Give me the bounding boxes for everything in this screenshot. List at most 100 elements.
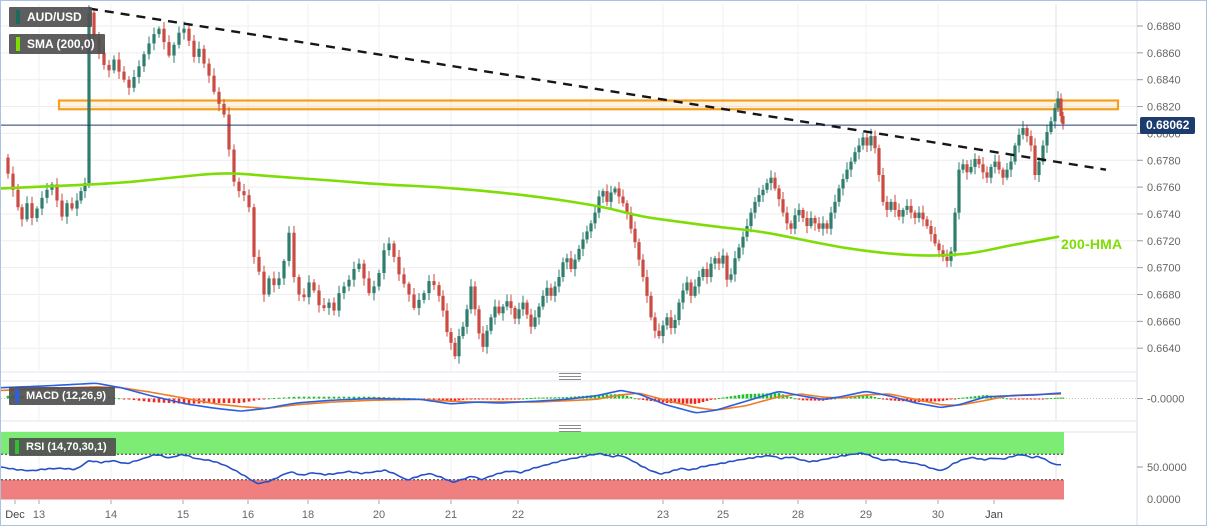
candle-body xyxy=(557,277,561,287)
candle-body xyxy=(977,158,981,165)
candle-body xyxy=(505,301,509,307)
candle-body xyxy=(585,231,589,240)
candle-body xyxy=(745,226,749,237)
macd-histogram-bar xyxy=(865,395,869,399)
candle-body xyxy=(16,189,20,208)
candle-body xyxy=(342,286,346,294)
candle-body xyxy=(689,282,693,296)
macd-histogram-bar xyxy=(192,398,196,404)
rsi-badge[interactable]: RSI (14,70,30,1) xyxy=(9,438,116,456)
candle-body xyxy=(481,333,485,347)
candle-body xyxy=(377,273,381,287)
candle-body xyxy=(1029,136,1033,146)
x-axis-label: Jan xyxy=(985,509,1003,521)
macd-histogram-bar xyxy=(773,393,777,399)
candle-body xyxy=(713,258,717,264)
resistance-zone xyxy=(57,99,1120,111)
candle-body xyxy=(469,286,473,310)
candle-body xyxy=(152,34,156,44)
candle-body xyxy=(737,247,741,259)
candle-body xyxy=(1056,98,1060,108)
candle-body xyxy=(1017,134,1021,146)
candle-body xyxy=(929,226,933,235)
y-axis-label: 0.6640 xyxy=(1147,343,1181,355)
candle-body xyxy=(312,282,316,291)
candle-body xyxy=(937,243,941,251)
candle-body xyxy=(1025,128,1029,137)
macd-histogram-bar xyxy=(797,398,801,400)
candle-body xyxy=(889,201,893,210)
candle-body xyxy=(272,278,276,286)
macd-histogram-bar xyxy=(237,398,241,403)
macd-histogram-bar xyxy=(461,398,465,400)
macd-histogram-bar xyxy=(392,397,396,399)
candle-body xyxy=(905,205,909,210)
sma-badge[interactable]: SMA (200,0) xyxy=(9,34,105,54)
candle-body xyxy=(545,287,549,296)
macd-histogram-bar xyxy=(681,398,685,404)
candle-body xyxy=(167,42,171,56)
macd-badge[interactable]: MACD (12,26,9) xyxy=(9,387,116,405)
candle-body xyxy=(187,28,191,41)
y-axis-label: 0.6780 xyxy=(1147,155,1181,167)
macd-histogram-bar xyxy=(501,398,505,400)
candle-body xyxy=(569,258,573,269)
candle-body xyxy=(885,201,889,210)
macd-histogram-bar xyxy=(1045,398,1049,400)
candle-body xyxy=(729,274,733,280)
candle-body xyxy=(20,207,24,220)
macd-histogram-bar xyxy=(485,398,489,400)
macd-histogram-bar xyxy=(457,398,461,401)
macd-histogram-bar xyxy=(347,396,351,399)
candle-body xyxy=(177,32,181,45)
candle-body xyxy=(573,259,577,269)
macd-histogram-bar xyxy=(641,398,645,400)
candle-body xyxy=(257,256,261,272)
macd-histogram-bar xyxy=(262,398,266,400)
macd-histogram-bar xyxy=(525,398,529,400)
candle-body xyxy=(945,256,949,261)
macd-histogram-bar xyxy=(753,393,757,399)
x-axis-label: 14 xyxy=(105,509,117,521)
candle-body xyxy=(785,212,789,224)
candle-body xyxy=(497,306,501,314)
macd-histogram-bar xyxy=(252,398,256,401)
macd-histogram-bar xyxy=(382,397,386,399)
macd-histogram-bar xyxy=(1037,398,1041,400)
macd-histogram-bar xyxy=(953,398,957,400)
macd-histogram-bar xyxy=(965,397,969,399)
macd-histogram-bar xyxy=(945,398,949,401)
pane-resize-handle-macd[interactable] xyxy=(559,373,581,380)
candle-body xyxy=(282,260,286,279)
candle-body xyxy=(112,59,116,71)
candle-body xyxy=(981,164,985,173)
candle-body xyxy=(362,263,366,279)
candle-body xyxy=(102,52,106,65)
macd-histogram-bar xyxy=(777,393,781,399)
pane-resize-handle-rsi[interactable] xyxy=(559,425,581,432)
macd-histogram-bar xyxy=(469,398,473,400)
hma-line-label: 200-HMA xyxy=(1061,236,1123,252)
y-axis-label: 0.6880 xyxy=(1147,21,1181,33)
macd-histogram-bar xyxy=(509,398,513,400)
candle-body xyxy=(509,301,513,308)
candle-body xyxy=(517,309,521,319)
candle-body xyxy=(645,277,649,296)
macd-histogram-bar xyxy=(749,393,753,399)
candle-body xyxy=(322,305,326,308)
candle-body xyxy=(247,195,251,208)
macd-histogram-bar xyxy=(549,397,553,399)
macd-histogram-bar xyxy=(877,397,881,399)
candle-body xyxy=(382,250,386,274)
candle-body xyxy=(327,302,331,308)
macd-histogram-bar xyxy=(633,398,637,400)
candle-body xyxy=(397,256,401,275)
candle-body xyxy=(1045,132,1049,146)
macd-histogram-bar xyxy=(545,397,549,399)
macd-histogram-bar xyxy=(913,398,917,403)
candle-body xyxy=(549,287,553,296)
macd-accent-bar xyxy=(15,389,19,403)
symbol-badge[interactable]: AUD/USD xyxy=(9,7,92,27)
